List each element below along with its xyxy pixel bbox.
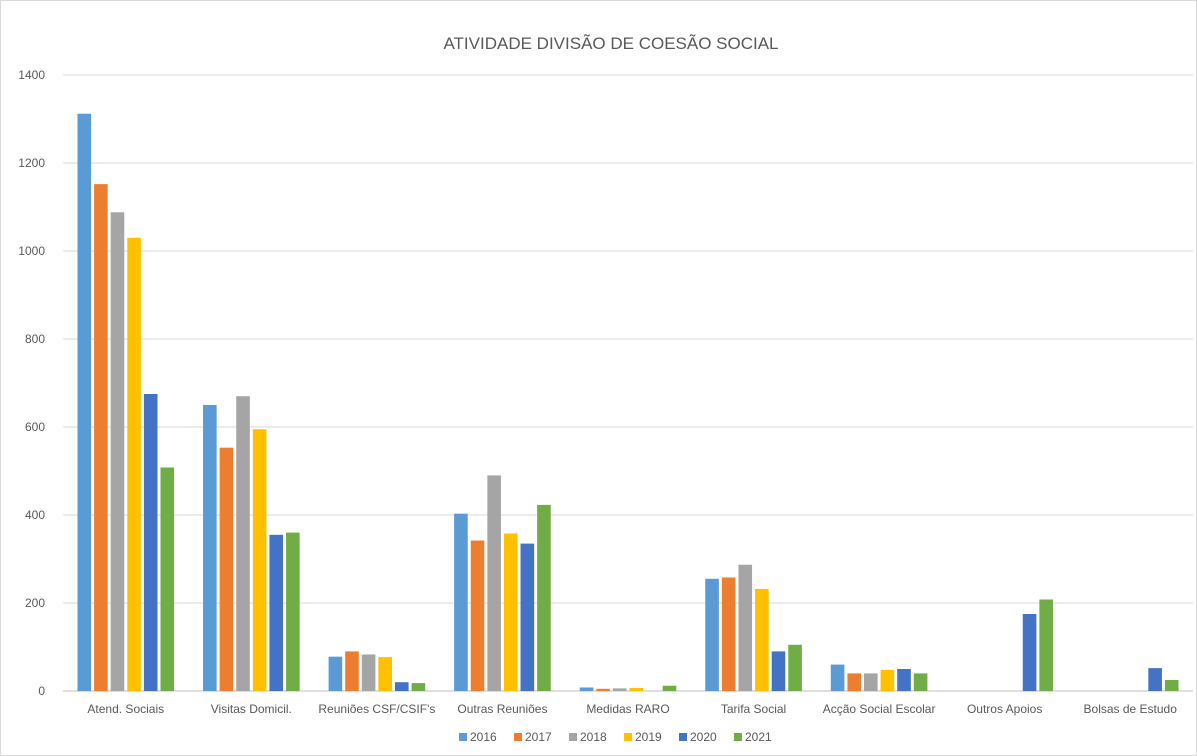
bar-2019-6 [880,669,895,691]
bar-2019-2 [378,657,392,691]
bar-2019-5 [755,588,769,691]
bar-2021-4 [662,685,677,691]
bar-2017-5 [721,577,736,691]
legend-swatch-2020 [679,733,687,741]
bar-2017-2 [345,651,359,691]
x-axis-categories: Atend. Sociais Visitas Domicil. Reuniões C… [87,702,1177,716]
bar-2021-7 [1039,599,1053,691]
y-tick-label: 400 [25,508,45,522]
bar-2016-6 [830,664,845,691]
bar-2017-3 [470,540,485,691]
x-category-label: Acção Social Escolar [823,702,936,716]
bar-2017-4 [596,688,610,691]
bar-2017-1 [219,447,234,691]
chart-title: ATIVIDADE DIVISÃO DE COESÃO SOCIAL [443,34,778,53]
legend-label-2020: 2020 [690,730,717,744]
bar-2021-2 [411,683,426,691]
y-axis-ticks: 0 200 400 600 800 1000 1200 1400 [18,68,45,698]
x-category-label: Visitas Domicil. [211,702,292,716]
legend-swatch-2017 [514,733,522,741]
bar-2016-5 [705,578,719,691]
gridlines [63,74,1193,692]
y-tick-label: 1000 [18,244,45,258]
y-tick-label: 0 [38,684,45,698]
bar-2020-1 [269,534,284,691]
x-category-label: Medidas RARO [586,702,669,716]
legend-swatch-2019 [624,733,632,741]
bar-2016-2 [328,656,343,691]
bar-2019-3 [503,533,518,691]
y-tick-label: 600 [25,420,45,434]
bar-2016-0 [77,113,92,692]
legend-label-2021: 2021 [745,730,772,744]
bar-2019-4 [629,687,644,691]
bar-2020-8 [1148,668,1162,691]
x-category-label: Tarifa Social [721,702,786,716]
bar-2018-4 [612,688,627,691]
legend: 2016 2017 2018 2019 2020 2021 [459,730,772,744]
bar-2021-6 [913,673,928,691]
bar-2018-0 [110,212,125,691]
x-category-label: Bolsas de Estudo [1084,702,1178,716]
bar-2017-0 [94,184,108,691]
bar-2020-5 [771,651,786,691]
y-tick-label: 1200 [18,156,45,170]
bar-2018-2 [361,654,376,691]
bar-2019-1 [252,429,267,691]
bar-2018-3 [487,475,501,691]
legend-label-2019: 2019 [635,730,662,744]
bar-2021-1 [286,532,300,691]
bar-2020-2 [394,682,409,691]
bar-2021-5 [788,644,802,691]
bar-2019-0 [127,237,141,692]
bar-2018-5 [738,564,753,691]
x-category-label: Atend. Sociais [87,702,164,716]
x-category-label: Reuniões CSF/CSIF's [318,702,435,716]
y-tick-label: 200 [25,596,45,610]
bar-2016-4 [579,687,594,691]
x-category-label: Outras Reuniões [457,702,547,716]
legend-swatch-2021 [734,733,742,741]
bars [77,113,1179,692]
legend-swatch-2018 [569,733,577,741]
bar-2020-3 [520,543,535,691]
bar-2017-6 [847,673,862,691]
bar-2016-3 [454,513,468,691]
bar-2016-1 [203,405,217,691]
bar-2020-0 [143,394,158,691]
legend-label-2017: 2017 [525,730,552,744]
bar-2018-6 [864,673,878,691]
bar-2021-3 [537,504,551,691]
bar-2021-8 [1164,680,1179,691]
bar-2020-6 [897,669,911,691]
legend-label-2016: 2016 [470,730,497,744]
x-category-label: Outros Apoios [967,702,1042,716]
bar-2020-7 [1022,614,1037,691]
y-tick-label: 1400 [18,68,45,82]
bar-2018-1 [236,396,250,691]
bar-2021-0 [160,467,175,691]
legend-swatch-2016 [459,733,467,741]
legend-label-2018: 2018 [580,730,607,744]
y-tick-label: 800 [25,332,45,346]
